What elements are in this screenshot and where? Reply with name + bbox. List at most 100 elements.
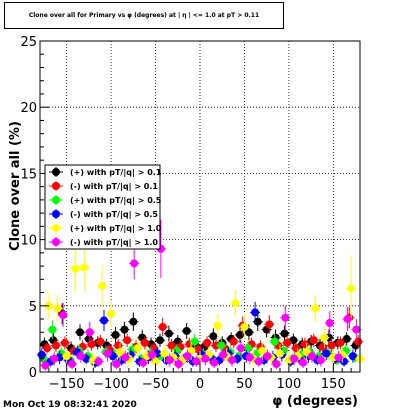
x-tick-label: −100 [93, 377, 129, 392]
y-tick-label: 15 [20, 167, 37, 182]
data-point [263, 352, 272, 361]
legend-label: (+) with pT/|q| > 0.5 [70, 196, 162, 205]
data-point [236, 330, 244, 339]
data-point [283, 338, 292, 347]
y-tick-label: 5 [29, 300, 37, 315]
data-point [190, 337, 199, 346]
data-point [148, 350, 156, 359]
legend-label: (-) with pT/|q| > 0.5 [70, 210, 158, 219]
data-point [43, 344, 52, 353]
data-point [316, 356, 325, 365]
data-point [76, 352, 85, 361]
x-tick-label: −150 [49, 377, 85, 392]
data-point [347, 284, 356, 293]
y-axis-label: Clone over all (%) [8, 121, 23, 251]
data-point [258, 346, 267, 355]
data-point [100, 316, 108, 325]
legend-label: (-) with pT/|q| > 1.0 [70, 238, 158, 247]
data-point [343, 315, 352, 324]
data-point [228, 356, 236, 365]
data-point [103, 349, 112, 358]
data-point [158, 322, 167, 331]
data-point [76, 328, 84, 337]
data-point [53, 304, 62, 313]
data-point [133, 344, 142, 353]
y-tick-label: 0 [29, 366, 37, 381]
data-point [112, 360, 121, 369]
data-point [50, 354, 59, 363]
data-point [96, 337, 105, 346]
data-point [111, 330, 120, 339]
data-point [120, 325, 129, 334]
data-point [156, 336, 164, 345]
data-point [240, 322, 249, 331]
data-point [165, 356, 174, 365]
data-point [182, 326, 191, 335]
chart-title: Clone over all for Primary vs φ (degrees… [4, 2, 284, 29]
data-point [254, 357, 263, 366]
data-point [219, 350, 228, 359]
x-tick-label: 50 [236, 377, 253, 392]
data-point [251, 308, 260, 317]
data-point [253, 317, 262, 326]
y-tick-label: 10 [20, 234, 37, 249]
data-point [213, 321, 222, 330]
data-point [62, 352, 71, 361]
data-point [164, 329, 173, 338]
data-point [311, 304, 320, 313]
data-point [334, 353, 343, 362]
data-point [354, 337, 363, 346]
data-point [139, 358, 148, 367]
data-point [300, 340, 309, 349]
data-point [48, 325, 57, 334]
data-point [116, 348, 124, 357]
data-point [71, 264, 80, 273]
data-point [85, 328, 94, 337]
data-point [292, 344, 300, 353]
legend-marker [52, 168, 60, 176]
data-point [325, 319, 334, 328]
data-point [231, 299, 240, 308]
legend-label: (+) with pT/|q| > 1.0 [70, 224, 162, 233]
legend-marker [52, 238, 60, 246]
data-point [121, 353, 130, 362]
data-point [281, 313, 290, 322]
timestamp: Mon Oct 19 08:32:41 2020 [3, 400, 137, 410]
data-point [290, 354, 299, 363]
data-point [41, 361, 50, 370]
data-point [289, 336, 298, 345]
data-point [192, 357, 201, 366]
y-tick-label: 25 [20, 35, 37, 50]
legend-label: (+) with pT/|q| > 0.1 [70, 168, 162, 177]
data-point [167, 341, 176, 350]
data-point [299, 358, 308, 367]
legend-box [44, 164, 161, 250]
data-point [107, 309, 116, 318]
data-point [265, 320, 274, 329]
data-point [123, 336, 132, 345]
data-point [352, 325, 361, 334]
x-tick-label: 0 [196, 377, 204, 392]
data-point [59, 311, 68, 320]
data-points [36, 219, 365, 371]
data-point [68, 360, 76, 369]
data-point [236, 344, 245, 353]
data-point [52, 341, 60, 350]
data-point [217, 341, 226, 350]
data-point [327, 341, 336, 350]
data-point [183, 352, 192, 361]
data-point [94, 357, 103, 366]
data-point [320, 333, 329, 342]
x-tick-label: 150 [321, 377, 346, 392]
data-point [336, 338, 345, 347]
legend-marker [52, 224, 60, 232]
data-point [280, 329, 289, 338]
legend-marker [52, 196, 60, 204]
data-point [130, 259, 139, 268]
data-point [98, 281, 107, 290]
data-point [348, 352, 357, 361]
x-axis-label: φ (degrees) [272, 394, 358, 409]
data-point [270, 337, 279, 346]
data-point [322, 349, 331, 358]
data-point [87, 340, 96, 349]
